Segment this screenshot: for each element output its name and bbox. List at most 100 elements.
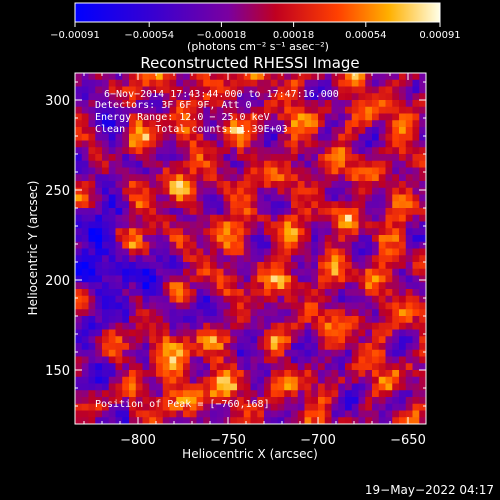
x-axis-label: Heliocentric X (arcsec) [182,447,318,461]
heatmap-cell [385,228,393,236]
heatmap-cell [183,208,191,216]
heatmap-cell [270,228,279,236]
heatmap-cell [216,167,225,175]
heatmap-cell [176,214,184,223]
heatmap-cell [291,349,299,358]
heatmap-cell [196,322,204,331]
heatmap-cell [149,113,157,121]
heatmap-cell [156,167,164,175]
heatmap-cell [378,376,387,385]
heatmap-cell [108,133,117,142]
heatmap-cell [318,349,326,358]
heatmap-cell [345,120,353,128]
heatmap-cell [331,73,339,81]
heatmap-cell [237,289,245,297]
heatmap-cell [122,343,130,351]
heatmap-cell [129,100,137,108]
heatmap-cell [216,302,225,310]
heatmap-cell [351,309,360,317]
heatmap-cell [189,356,198,364]
heatmap-cell [257,154,265,162]
heatmap-cell [270,289,279,297]
heatmap-cell [169,194,177,202]
heatmap-cell [203,140,211,148]
heatmap-cell [183,255,191,263]
heatmap-cell [203,403,211,412]
heatmap-cell [277,403,285,412]
heatmap-cell [88,349,96,358]
heatmap-cell [392,268,400,277]
heatmap-cell [230,181,238,189]
heatmap-cell [345,316,353,324]
heatmap-cell [102,214,110,223]
heatmap-cell [230,93,238,101]
heatmap-cell [318,275,326,283]
heatmap-cell [81,181,90,189]
heatmap-cell [122,140,130,148]
heatmap-cell [230,208,238,216]
heatmap-cell [102,383,110,391]
heatmap-cell [210,255,218,263]
heatmap-cell [196,370,204,378]
heatmap-cell [169,248,177,256]
heatmap-cell [88,140,96,148]
heatmap-cell [216,228,225,236]
heatmap-cell [122,93,130,101]
heatmap-cell [156,93,164,101]
heatmap-cell [419,383,426,391]
heatmap-cell [405,397,414,405]
heatmap-cell [183,397,191,405]
heatmap-cell [324,147,333,155]
heatmap-cell [412,343,420,351]
heatmap-cell [270,167,279,175]
y-tick-label: 300 [45,94,70,109]
heatmap-cell [169,403,177,412]
heatmap-cell [284,93,292,101]
heatmap-cell [183,289,191,297]
heatmap-cell [135,86,144,94]
heatmap-cell [392,127,400,135]
heatmap-cell [365,194,373,202]
heatmap-cell [142,113,150,121]
heatmap-cell [358,228,366,236]
heatmap-cell [277,383,285,391]
heatmap-cell [291,356,299,364]
heatmap-cell [250,241,258,250]
heatmap-cell [88,295,96,304]
heatmap-cell [115,160,123,169]
heatmap-cell [162,127,171,135]
heatmap-cell [304,147,312,155]
heatmap-cell [291,208,299,216]
heatmap-cell [365,181,373,189]
heatmap-cell [250,208,258,216]
heatmap-cell [75,93,83,101]
heatmap-cell [250,295,258,304]
heatmap-cell [203,167,211,175]
heatmap-cell [183,100,191,108]
heatmap-cell [250,255,258,263]
heatmap-cell [399,241,407,250]
heatmap-cell [358,383,366,391]
heatmap-cell [223,181,231,189]
heatmap-cell [277,248,285,256]
heatmap-cell [216,329,225,337]
heatmap-cell [385,120,393,128]
heatmap-cell [338,356,346,364]
heatmap-cell [297,201,306,209]
heatmap-cell [243,268,252,277]
heatmap-cell [95,113,103,121]
heatmap-cell [75,120,83,128]
heatmap-cell [108,221,117,229]
heatmap-cell [88,167,96,175]
heatmap-cell [419,289,426,297]
heatmap-cell [102,343,110,351]
heatmap-cell [351,194,360,202]
heatmap-cell [250,370,258,378]
heatmap-cell [385,417,393,424]
heatmap-cell [264,295,272,304]
heatmap-cell [277,363,285,371]
heatmap-cell [162,174,171,182]
heatmap-cell [338,302,346,310]
heatmap-cell [318,228,326,236]
heatmap-cell [277,268,285,277]
